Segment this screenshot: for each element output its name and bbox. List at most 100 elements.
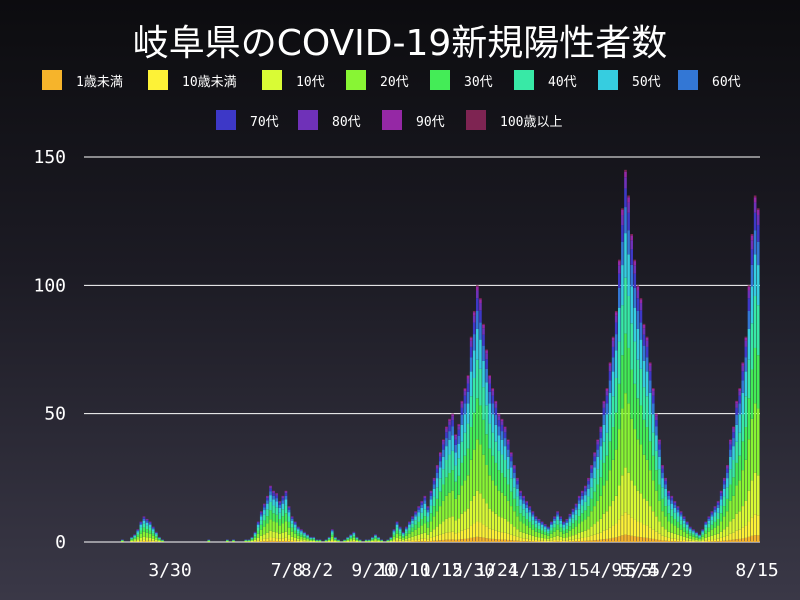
bar-segment: [494, 403, 498, 408]
bar-segment: [293, 521, 297, 523]
bar-segment: [670, 523, 674, 533]
bar-segment: [574, 534, 578, 539]
bar: [306, 534, 309, 542]
bar-segment: [611, 525, 615, 538]
bar-segment: [679, 524, 683, 530]
bar: [371, 536, 374, 542]
bar-segment: [584, 491, 587, 496]
bar: [324, 539, 328, 542]
bar-segment: [732, 446, 735, 460]
bar-segment: [130, 537, 133, 539]
bar-segment: [494, 462, 498, 486]
bar-segment: [738, 455, 742, 481]
bar: [429, 490, 433, 542]
bar-segment: [729, 441, 732, 445]
bar-segment: [500, 492, 504, 518]
bar-segment: [438, 506, 442, 525]
bar-segment: [568, 539, 572, 542]
bar-segment: [630, 286, 633, 324]
y-tick-label: 100: [33, 275, 66, 296]
bar-segment: [621, 408, 624, 476]
bar-segment: [642, 324, 646, 329]
bar-segment: [395, 521, 399, 523]
bar-segment: [602, 513, 606, 531]
bar-segment: [420, 502, 424, 506]
bar-segment: [472, 312, 476, 316]
bar-segment: [509, 524, 513, 535]
bar-segment: [491, 414, 495, 433]
bar: [405, 526, 408, 542]
bar-segment: [574, 503, 578, 505]
bar-segment: [577, 498, 581, 501]
bar-segment: [590, 478, 593, 488]
bar-segment: [534, 516, 538, 518]
bar-segment: [682, 523, 686, 528]
bar-segment: [639, 405, 643, 445]
bar-segment: [460, 403, 464, 408]
bar: [287, 506, 291, 542]
bar-segment: [630, 264, 633, 287]
bar-segment: [670, 498, 674, 501]
x-tick-label: 1/13: [508, 560, 551, 581]
legend-label: 60代: [712, 74, 741, 90]
bar-segment: [602, 441, 606, 463]
bar-segment: [334, 537, 337, 539]
bar-segment: [525, 512, 529, 519]
bar-segment: [651, 480, 655, 512]
bar-segment: [435, 472, 439, 479]
bar-segment: [429, 521, 433, 532]
bar-segment: [534, 541, 538, 542]
bar: [716, 500, 720, 542]
bar-segment: [352, 541, 356, 542]
bar-segment: [315, 540, 319, 542]
bar-segment: [574, 526, 578, 535]
bar-segment: [722, 481, 726, 485]
bar-segment: [556, 520, 559, 525]
bar-segment: [309, 537, 312, 539]
bar-segment: [398, 531, 402, 534]
bar-segment: [516, 536, 519, 541]
bar-segment: [374, 535, 377, 537]
bar-segment: [682, 536, 686, 540]
bar-segment: [556, 514, 559, 517]
bar-segment: [664, 529, 667, 537]
bar-segment: [253, 537, 257, 540]
bar-segment: [704, 521, 708, 523]
bar-segment: [269, 491, 272, 496]
bar-segment: [155, 537, 158, 540]
bar-segment: [611, 337, 615, 341]
bar-segment: [417, 541, 420, 542]
bar-segment: [732, 495, 735, 519]
legend-swatch: [514, 70, 534, 90]
bar-segment: [679, 539, 683, 542]
bar-segment: [287, 534, 291, 540]
bar-segment: [550, 537, 553, 541]
legend-swatch: [262, 70, 282, 90]
bar-segment: [500, 539, 504, 542]
bar-segment: [689, 538, 692, 541]
bar-segment: [476, 490, 479, 522]
bar-segment: [334, 539, 337, 541]
bar-segment: [472, 495, 476, 524]
bar-segment: [547, 527, 550, 529]
bar-segment: [676, 527, 680, 535]
bar-segment: [602, 414, 606, 425]
bar-segment: [269, 537, 272, 541]
bar-segment: [735, 485, 738, 514]
bar: [528, 506, 532, 542]
bar-segment: [741, 363, 745, 366]
legend-swatch: [148, 70, 168, 90]
bar-segment: [525, 501, 529, 503]
bar: [244, 539, 248, 542]
bar-segment: [269, 530, 272, 538]
bar-segment: [664, 488, 667, 497]
bar-segment: [611, 371, 615, 397]
bar-segment: [401, 532, 405, 534]
bar: [225, 539, 229, 542]
bar-segment: [590, 472, 593, 479]
bar-segment: [580, 531, 584, 538]
bar: [738, 388, 742, 542]
bar-segment: [429, 493, 433, 496]
bar-segment: [587, 478, 590, 480]
legend-swatch: [42, 70, 62, 90]
